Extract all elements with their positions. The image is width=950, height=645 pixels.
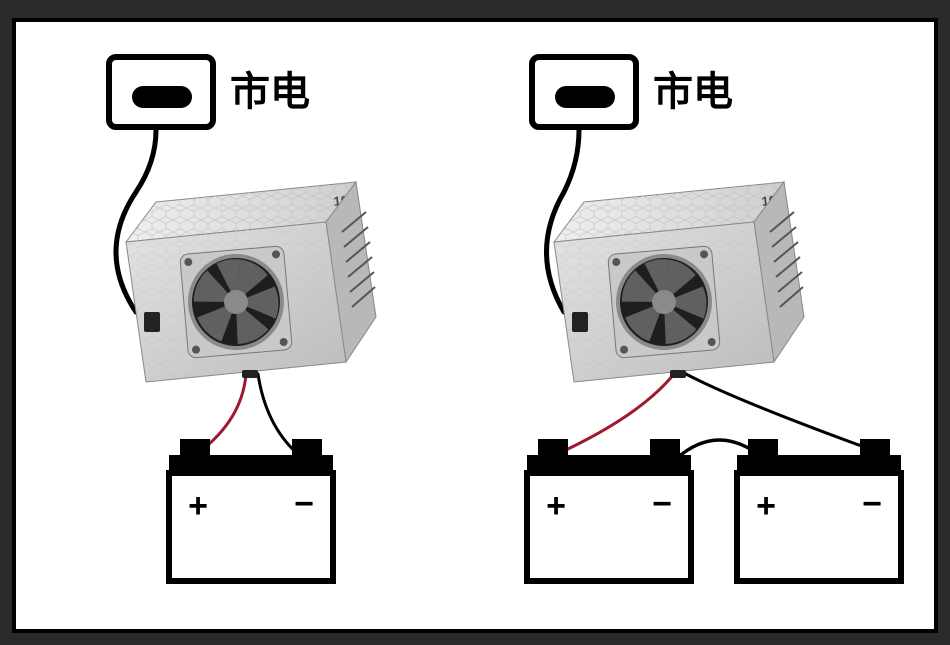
battery2-negative-label: − [862,485,882,523]
plug-icon-2 [555,86,615,108]
mains-socket-group: 市电 [106,54,310,130]
battery2-positive-label: + [756,487,776,525]
charger-device-2: 100 [524,172,824,392]
charger-device: 100 [96,172,396,392]
mains-socket-2 [529,54,639,130]
battery-single: + − [166,437,336,585]
battery-1: + − [524,437,694,585]
mains-socket-group-2: 市电 [529,54,733,130]
battery1-negative-label: − [652,485,672,523]
panel-dual-battery: 市电 [479,22,942,629]
battery1-positive-label: + [546,487,566,525]
plug-icon [132,86,192,108]
mains-label: 市电 [230,54,310,130]
battery-2: + − [734,437,904,585]
panel-single-battery: 市电 [16,22,479,629]
battery-negative-label: − [294,485,314,523]
battery-positive-label: + [188,487,208,525]
mains-socket [106,54,216,130]
mains-label-2: 市电 [653,54,733,130]
outer-frame: 市电 [12,18,938,633]
